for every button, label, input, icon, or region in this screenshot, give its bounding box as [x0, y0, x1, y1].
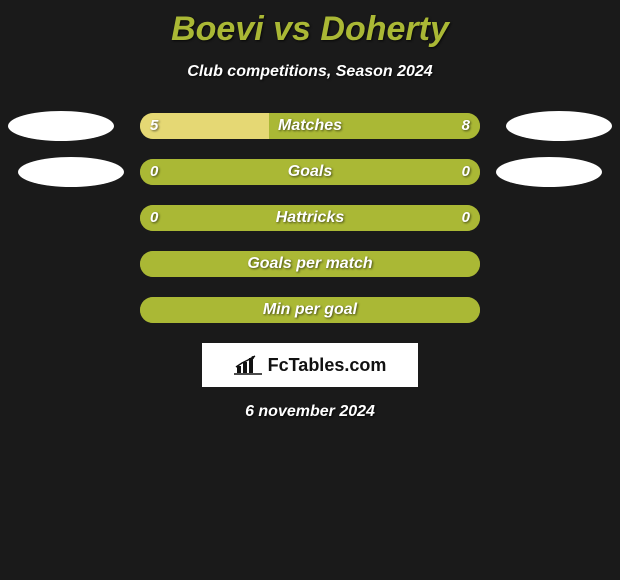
stat-value-right: 0: [462, 205, 470, 231]
stat-row: Goals per match: [0, 251, 620, 277]
bar-fill-right: [269, 113, 480, 139]
bar-fill: [140, 205, 480, 231]
player-avatar-right: [506, 111, 612, 141]
bar-fill: [140, 297, 480, 323]
player-avatar-left: [8, 111, 114, 141]
stat-row: Min per goal: [0, 297, 620, 323]
player-avatar-left: [18, 157, 124, 187]
bar-fill-left: [140, 113, 269, 139]
bar-fill: [140, 159, 480, 185]
stat-value-right: 8: [462, 113, 470, 139]
logo-box[interactable]: FcTables.com: [202, 343, 418, 387]
date-label: 6 november 2024: [0, 403, 620, 421]
stat-row: Hattricks00: [0, 205, 620, 231]
stat-value-left: 0: [150, 159, 158, 185]
bar-track: [140, 159, 480, 185]
bar-track: [140, 205, 480, 231]
bar-fill: [140, 251, 480, 277]
logo-text: FcTables.com: [268, 355, 387, 376]
player-avatar-right: [496, 157, 602, 187]
subtitle: Club competitions, Season 2024: [0, 63, 620, 81]
stat-value-left: 0: [150, 205, 158, 231]
bar-track: [140, 251, 480, 277]
stat-row: Goals00: [0, 159, 620, 185]
stat-rows: Matches58Goals00Hattricks00Goals per mat…: [0, 113, 620, 323]
bar-track: [140, 297, 480, 323]
stat-value-right: 0: [462, 159, 470, 185]
stat-value-left: 5: [150, 113, 158, 139]
bar-chart-icon: [234, 355, 262, 375]
stat-row: Matches58: [0, 113, 620, 139]
bar-track: [140, 113, 480, 139]
page-title: Boevi vs Doherty: [0, 0, 620, 49]
